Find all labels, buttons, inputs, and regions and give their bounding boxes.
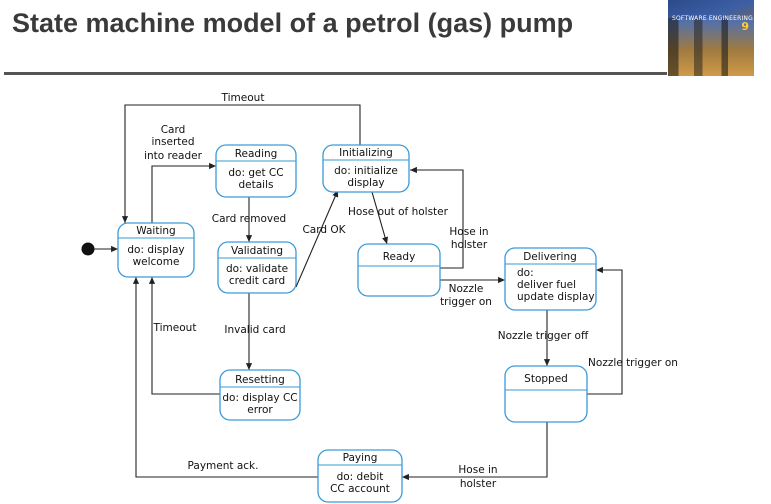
label-hose-out: Hose out of holster: [348, 206, 449, 218]
state-delivering: Delivering do: deliver fuel update displ…: [504, 247, 597, 311]
state-name: Waiting: [136, 225, 175, 237]
state-activity: do: validate: [226, 263, 288, 275]
state-waiting: Waiting do: display welcome: [117, 222, 195, 278]
label-card-removed: Card removed: [212, 213, 286, 225]
label-card-inserted: into reader: [144, 150, 203, 162]
state-activity: deliver fuel: [517, 279, 576, 291]
transition-labels: Timeout Card inserted into reader Card r…: [144, 92, 678, 490]
edge-hose-in-ready: [410, 166, 464, 269]
cover-edition: 9: [741, 20, 749, 33]
book-cover-image: SOFTWARE ENGINEERING 9: [668, 0, 754, 76]
state-activity: do: initialize: [334, 165, 398, 177]
edge-card-ok: [295, 189, 339, 288]
initial-state: [81, 242, 95, 256]
state-activity: details: [239, 179, 274, 191]
state-activity: do: display CC: [222, 392, 297, 404]
label-invalid-card: Invalid card: [224, 324, 285, 336]
title-divider: [4, 72, 667, 75]
label-card-inserted: Card: [161, 124, 186, 136]
edge-card-inserted: [151, 162, 216, 223]
label-timeout-left: Timeout: [153, 322, 197, 334]
edge-nozzle-on-stopped: [587, 266, 623, 395]
state-paying: Paying do: debit CC account: [317, 449, 403, 503]
state-name: Resetting: [235, 374, 285, 386]
state-reading: Reading do: get CC details: [215, 144, 297, 198]
label-card-ok: Card OK: [302, 224, 346, 236]
cover-photo: [668, 18, 754, 76]
slide-title: State machine model of a petrol (gas) pu…: [12, 8, 574, 38]
label-nozzle-on-stopped: Nozzle trigger on: [588, 357, 678, 369]
label-card-inserted: inserted: [151, 136, 194, 148]
state-validating: Validating do: validate credit card: [217, 241, 297, 294]
transition-edges: [94, 104, 623, 481]
label-nozzle-off: Nozzle trigger off: [498, 330, 589, 342]
state-activity: error: [247, 404, 273, 416]
edge-hose-out: [371, 191, 389, 245]
state-initializing: Initializing do: initialize display: [322, 144, 410, 193]
edge-timeout-left: [148, 277, 220, 395]
state-stopped: Stopped: [504, 365, 588, 423]
label-nozzle-on-ready: trigger on: [440, 296, 492, 308]
state-name: Initializing: [339, 147, 393, 159]
state-name: Paying: [343, 452, 378, 464]
edge-timeout-top: [121, 104, 361, 223]
state-name: Delivering: [523, 251, 577, 263]
edge-payment-ack: [132, 277, 318, 478]
state-activity: display: [347, 177, 384, 189]
state-activity: credit card: [229, 275, 285, 287]
state-activity: do:: [517, 267, 534, 279]
state-name: Validating: [231, 245, 283, 257]
state-activity: CC account: [330, 483, 390, 495]
label-timeout-top: Timeout: [221, 92, 265, 104]
state-activity: do: get CC: [228, 167, 283, 179]
state-name: Stopped: [524, 373, 568, 385]
state-activity: do: debit: [337, 471, 384, 483]
state-resetting: Resetting do: display CC error: [219, 369, 301, 421]
state-name: Ready: [383, 251, 416, 263]
edge-hose-in-stopped: [402, 422, 548, 481]
label-hose-in-ready: Hose in: [449, 226, 488, 238]
label-hose-in-ready: holster: [451, 239, 488, 251]
label-hose-in-stopped: Hose in: [458, 464, 497, 476]
label-hose-in-stopped: holster: [460, 478, 497, 490]
state-name: Reading: [235, 148, 278, 160]
label-payment-ack: Payment ack.: [188, 460, 259, 472]
cover-label: SOFTWARE ENGINEERING: [672, 15, 753, 22]
state-activity: do: display: [127, 244, 184, 256]
label-nozzle-on-ready: Nozzle: [449, 283, 484, 295]
state-ready: Ready: [357, 243, 441, 297]
state-activity: welcome: [133, 256, 180, 268]
state-activity: update display: [517, 291, 595, 303]
